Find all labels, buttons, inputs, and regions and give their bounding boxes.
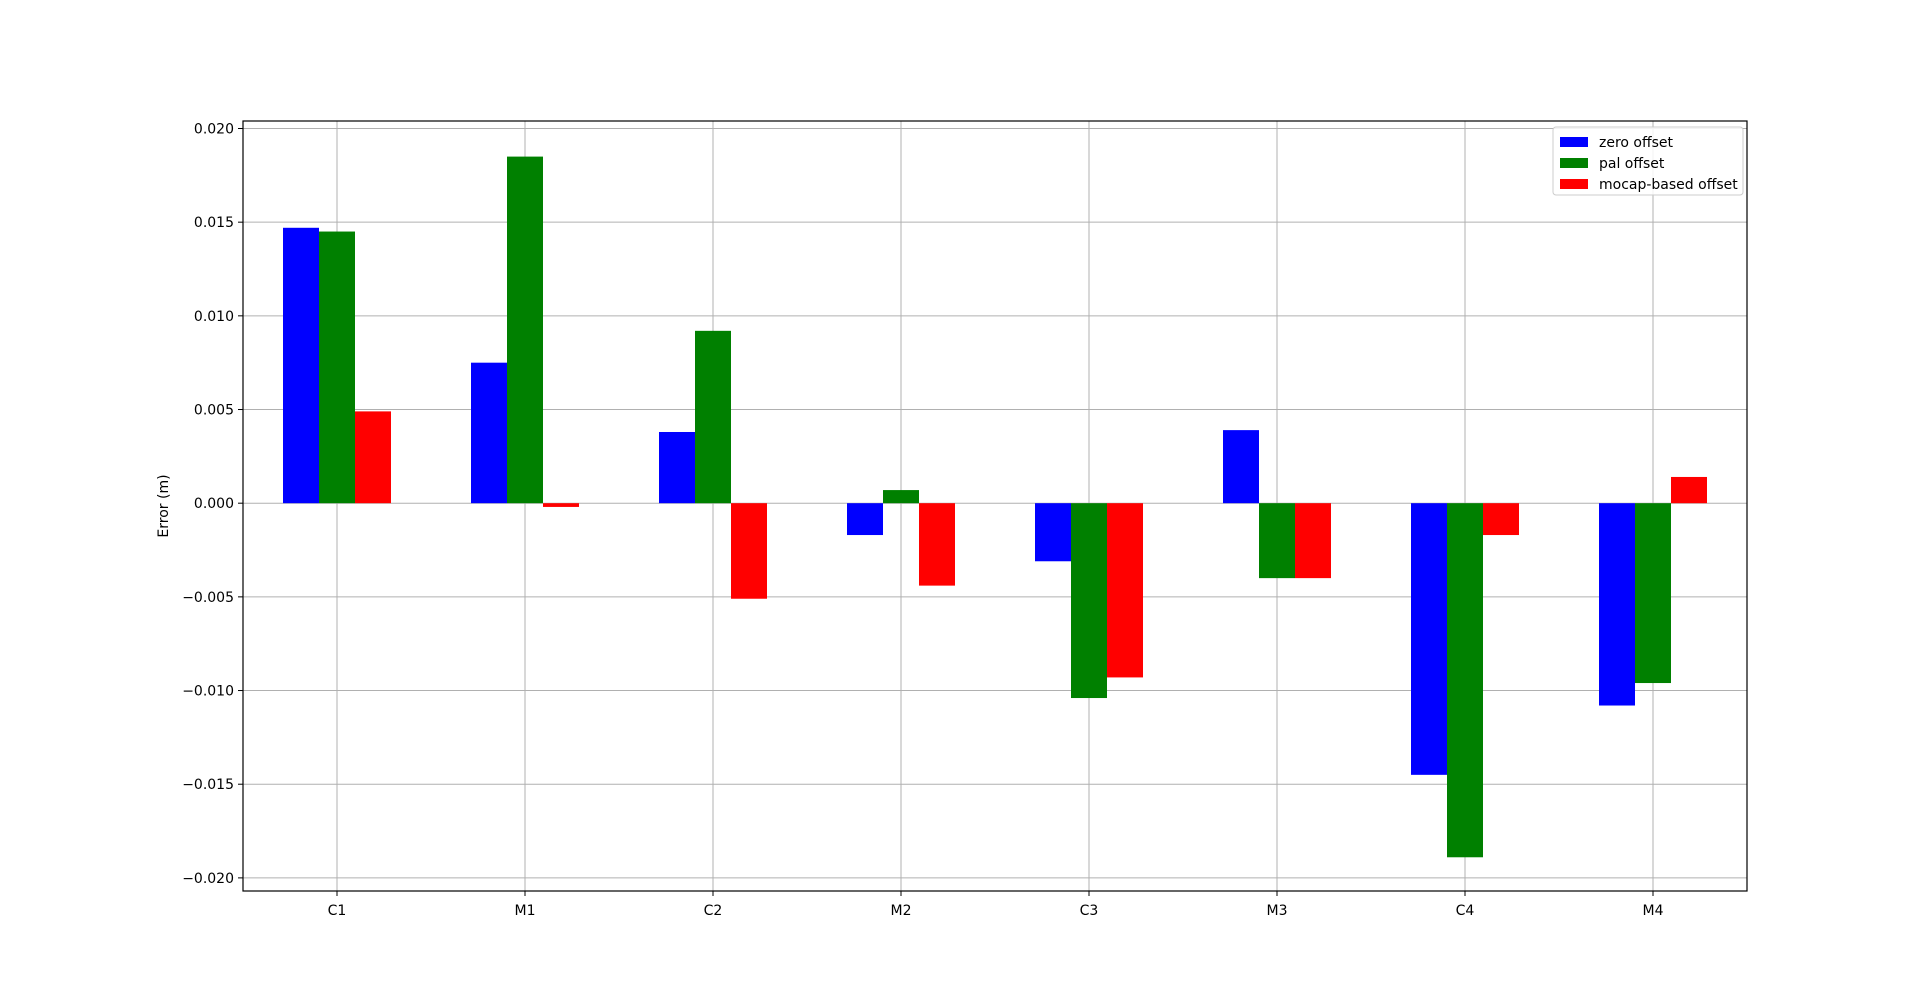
legend-label: pal offset [1599, 156, 1665, 172]
bar-pal-offset-M2 [883, 490, 919, 504]
bar-zero-offset-M1 [471, 362, 507, 504]
y-tick-label: 0.005 [194, 403, 234, 419]
bars [283, 156, 1707, 858]
x-tick-label: M4 [1643, 903, 1664, 919]
x-tick-label: C4 [1456, 903, 1475, 919]
y-tick-label: 0.010 [194, 309, 234, 325]
bar-mocap-based-offset-M3 [1295, 503, 1331, 579]
bar-zero-offset-C1 [283, 227, 319, 504]
bar-mocap-based-offset-C1 [355, 411, 391, 504]
bar-zero-offset-C4 [1411, 503, 1447, 775]
legend-swatch [1560, 137, 1588, 147]
x-axis-ticks: C1 M1 C2 M2 C3 M3 C4 M4 [328, 891, 1664, 919]
bar-mocap-based-offset-C4 [1483, 503, 1519, 536]
y-tick-label: 0.020 [194, 121, 234, 137]
bar-mocap-based-offset-M2 [919, 503, 955, 586]
legend-label: zero offset [1599, 135, 1674, 151]
bar-pal-offset-C3 [1071, 503, 1107, 699]
x-tick-label: M2 [891, 903, 912, 919]
plot-frame [242, 120, 1748, 892]
legend-swatch [1560, 179, 1588, 189]
bar-zero-offset-M4 [1599, 503, 1635, 706]
legend-box [1552, 126, 1744, 196]
x-tick-label: C3 [1080, 903, 1099, 919]
y-tick-label: 0.000 [194, 496, 234, 512]
y-tick-label: −0.005 [182, 590, 234, 606]
x-tick-label: C2 [704, 903, 723, 919]
bar-mocap-based-offset-C3 [1107, 503, 1143, 678]
x-tick-label: C1 [328, 903, 347, 919]
bar-zero-offset-M2 [847, 503, 883, 536]
bar-pal-offset-C1 [319, 231, 355, 504]
y-axis-label: Error (m) [156, 474, 172, 537]
y-tick-label: −0.010 [182, 684, 234, 700]
x-tick-label: M3 [1267, 903, 1288, 919]
legend-label: mocap-based offset [1599, 177, 1738, 193]
bar-mocap-based-offset-M1 [543, 503, 579, 507]
y-tick-label: 0.015 [194, 215, 234, 231]
bar-pal-offset-M4 [1635, 503, 1671, 684]
bar-pal-offset-C2 [695, 330, 731, 504]
bar-pal-offset-M1 [507, 156, 543, 504]
y-tick-label: −0.015 [182, 777, 234, 793]
y-axis-ticks: 0.020 0.015 0.010 0.005 0.000 −0.005 −0.010 −0.… [182, 121, 243, 887]
bar-zero-offset-M3 [1223, 430, 1259, 504]
x-tick-label: M1 [515, 903, 536, 919]
bar-mocap-based-offset-M4 [1671, 476, 1707, 504]
bar-zero-offset-C3 [1035, 503, 1071, 562]
legend-swatch [1560, 158, 1588, 168]
legend: zero offset pal offset mocap-based offset [1552, 126, 1744, 196]
bar-zero-offset-C2 [659, 431, 695, 504]
bar-mocap-based-offset-C2 [731, 503, 767, 599]
y-tick-label: −0.020 [182, 871, 234, 887]
bar-pal-offset-M3 [1259, 503, 1295, 579]
bar-pal-offset-C4 [1447, 503, 1483, 858]
